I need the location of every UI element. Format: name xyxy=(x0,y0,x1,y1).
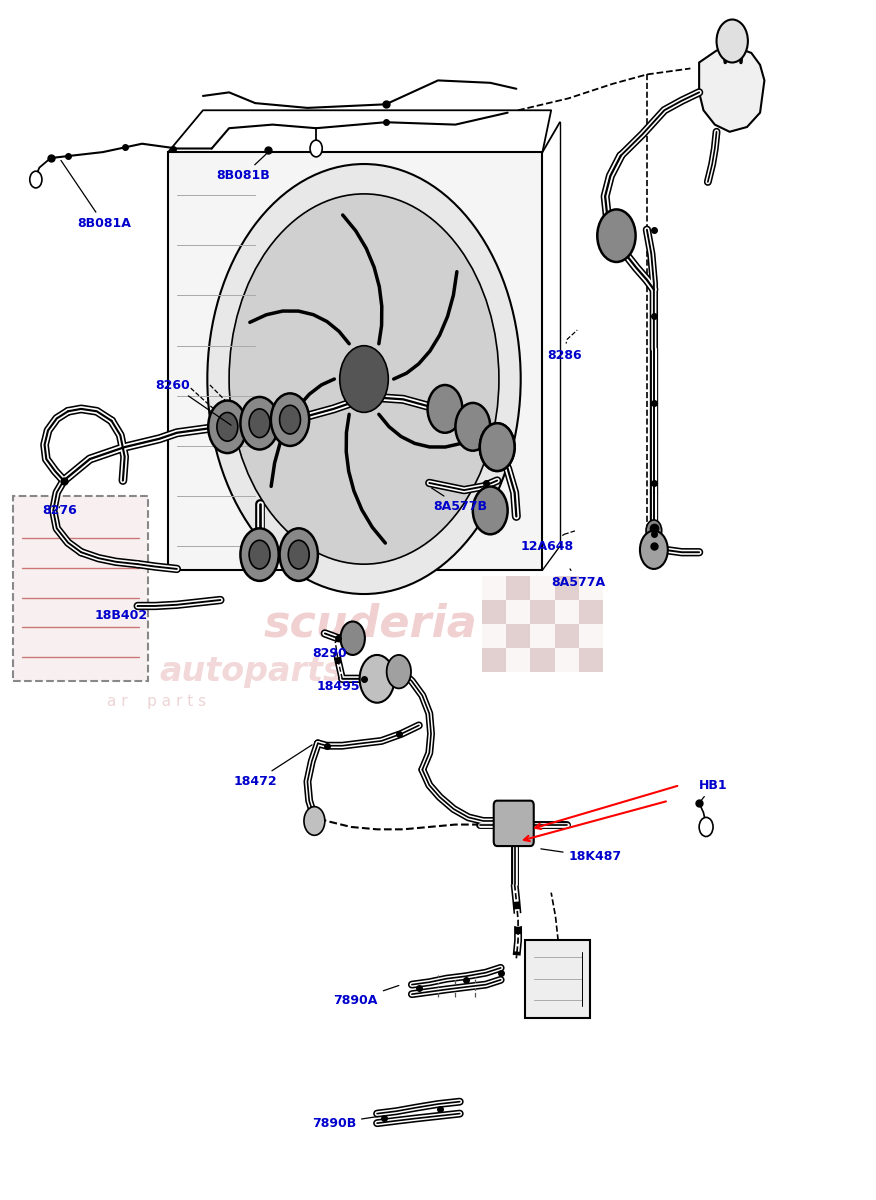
Text: 8A577A: 8A577A xyxy=(551,569,605,588)
Circle shape xyxy=(360,655,394,703)
Circle shape xyxy=(249,409,270,438)
Text: 8B081A: 8B081A xyxy=(61,161,131,230)
Text: 18B402: 18B402 xyxy=(95,606,147,622)
Circle shape xyxy=(30,172,42,188)
Text: scuderia: scuderia xyxy=(264,602,477,646)
Bar xyxy=(506,600,530,624)
Bar xyxy=(482,624,506,648)
Text: 8276: 8276 xyxy=(42,504,77,517)
Circle shape xyxy=(456,403,491,451)
Bar xyxy=(555,648,579,672)
Circle shape xyxy=(217,413,237,442)
Circle shape xyxy=(240,528,279,581)
FancyBboxPatch shape xyxy=(13,496,148,682)
Bar xyxy=(555,576,579,600)
Circle shape xyxy=(288,540,309,569)
Circle shape xyxy=(480,424,514,472)
Circle shape xyxy=(240,397,279,450)
Circle shape xyxy=(208,164,520,594)
Circle shape xyxy=(279,406,300,434)
Bar xyxy=(482,600,506,624)
Circle shape xyxy=(427,385,463,433)
Text: 8A577B: 8A577B xyxy=(432,488,488,514)
Bar xyxy=(530,576,555,600)
Text: 7890B: 7890B xyxy=(312,1116,378,1129)
Circle shape xyxy=(341,622,365,655)
Circle shape xyxy=(271,394,309,446)
Bar xyxy=(482,576,506,600)
FancyBboxPatch shape xyxy=(525,941,590,1018)
Circle shape xyxy=(699,817,713,836)
Bar xyxy=(506,624,530,648)
Circle shape xyxy=(310,140,322,157)
Text: 18495: 18495 xyxy=(316,679,364,692)
FancyBboxPatch shape xyxy=(494,800,533,846)
Bar xyxy=(579,648,604,672)
Text: 18472: 18472 xyxy=(233,745,312,788)
Circle shape xyxy=(640,530,668,569)
Text: HB1: HB1 xyxy=(699,779,728,800)
Bar xyxy=(530,600,555,624)
Circle shape xyxy=(646,520,661,541)
Text: 8260: 8260 xyxy=(155,378,231,425)
Bar xyxy=(530,648,555,672)
Text: a r    p a r t s: a r p a r t s xyxy=(107,694,207,709)
Bar xyxy=(482,648,506,672)
Circle shape xyxy=(473,486,507,534)
Bar xyxy=(530,624,555,648)
Circle shape xyxy=(249,540,270,569)
Bar xyxy=(555,600,579,624)
Bar xyxy=(579,624,604,648)
Bar xyxy=(579,600,604,624)
Circle shape xyxy=(304,806,325,835)
Text: 8290: 8290 xyxy=(312,641,347,660)
Circle shape xyxy=(279,528,318,581)
Text: 18K487: 18K487 xyxy=(540,848,622,863)
Circle shape xyxy=(208,401,246,454)
Circle shape xyxy=(597,210,636,262)
Text: 7890A: 7890A xyxy=(334,985,399,1007)
Text: 8286: 8286 xyxy=(547,342,582,361)
Bar xyxy=(506,648,530,672)
Circle shape xyxy=(340,346,388,413)
Text: autoparts: autoparts xyxy=(159,655,343,688)
Text: 12A648: 12A648 xyxy=(520,534,574,553)
Circle shape xyxy=(230,194,499,564)
Bar xyxy=(555,624,579,648)
Circle shape xyxy=(717,19,748,62)
Circle shape xyxy=(480,424,514,472)
Text: 8B081B: 8B081B xyxy=(216,154,270,182)
Bar xyxy=(506,576,530,600)
Circle shape xyxy=(386,655,411,689)
Bar xyxy=(579,576,604,600)
FancyBboxPatch shape xyxy=(168,152,542,570)
Polygon shape xyxy=(699,48,765,132)
